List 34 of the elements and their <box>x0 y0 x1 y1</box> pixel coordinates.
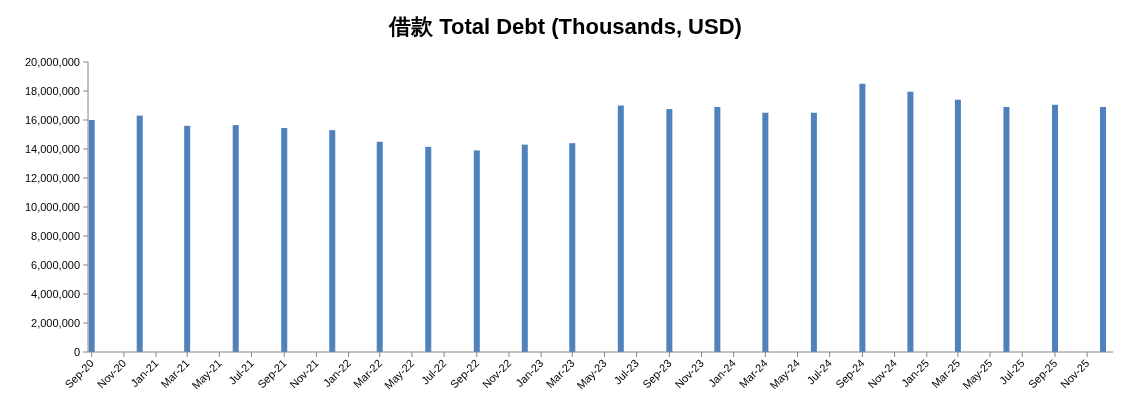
bar <box>281 127 288 352</box>
y-tick-label: 2,000,000 <box>31 317 80 329</box>
bar <box>714 106 721 352</box>
y-tick-label: 16,000,000 <box>24 114 80 126</box>
bar <box>617 105 624 352</box>
bar <box>329 130 336 352</box>
bar <box>184 125 191 352</box>
y-tick-label: 0 <box>73 346 80 358</box>
bar <box>232 125 239 352</box>
bar <box>907 91 914 352</box>
bar <box>762 112 769 352</box>
y-tick-label: 18,000,000 <box>24 85 80 97</box>
bar <box>1003 106 1010 352</box>
y-tick-label: 6,000,000 <box>31 259 80 271</box>
bar <box>88 120 95 352</box>
bar <box>1051 104 1058 352</box>
chart-title: 借款 Total Debt (Thousands, USD) <box>388 14 742 39</box>
bar <box>666 109 673 352</box>
bar <box>1099 106 1106 352</box>
bar <box>425 146 432 352</box>
y-tick-label: 8,000,000 <box>31 230 80 242</box>
bar <box>473 150 480 352</box>
y-tick-label: 12,000,000 <box>24 172 80 184</box>
y-tick-label: 14,000,000 <box>24 143 80 155</box>
y-tick-label: 4,000,000 <box>31 288 80 300</box>
bar <box>376 141 383 352</box>
bar <box>859 83 866 352</box>
y-tick-label: 10,000,000 <box>24 201 80 213</box>
bar <box>136 115 143 352</box>
bar <box>569 143 576 352</box>
bar <box>810 112 817 352</box>
bar <box>521 144 528 352</box>
y-tick-label: 20,000,000 <box>24 56 80 68</box>
bar <box>954 99 961 352</box>
